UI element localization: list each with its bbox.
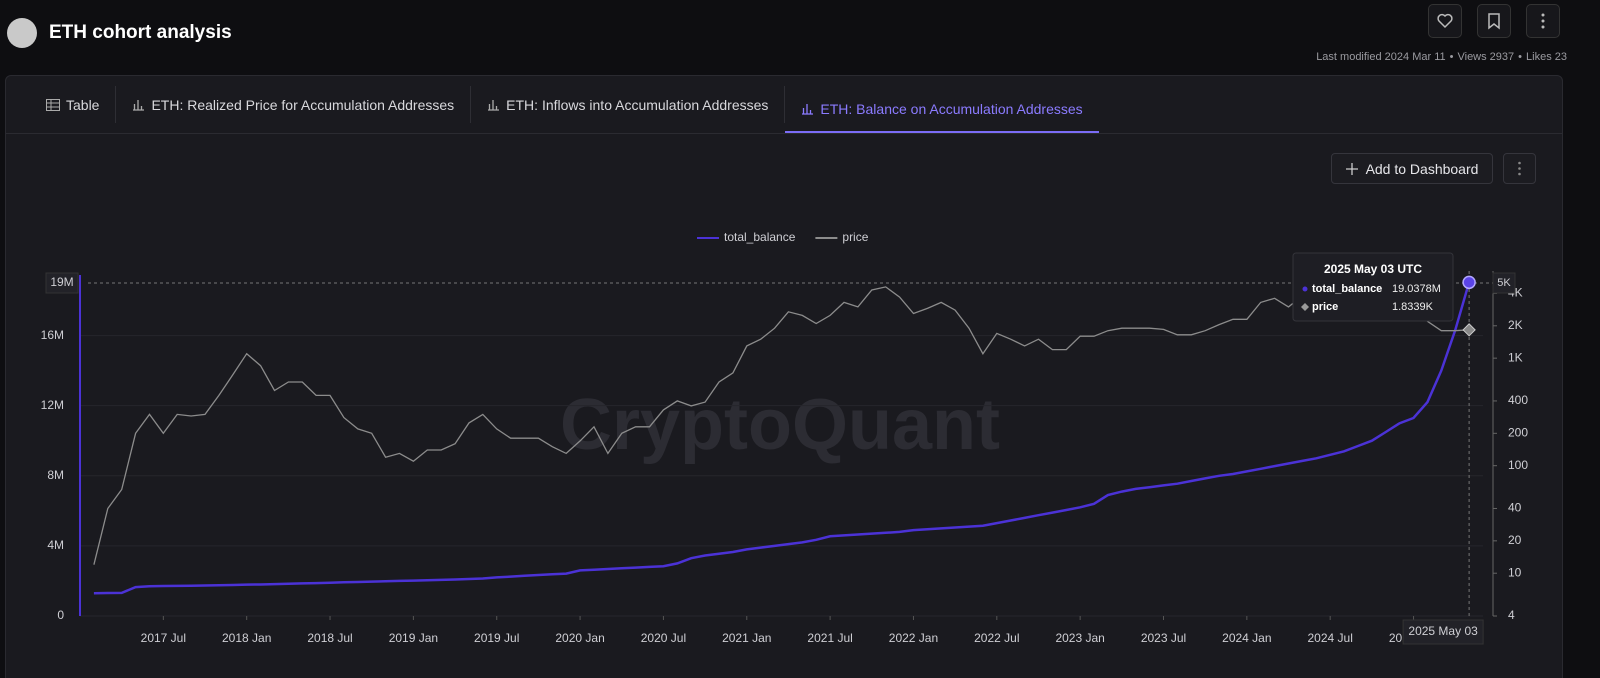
tooltip-name: price	[1312, 301, 1338, 313]
legend-label: total_balance	[724, 230, 796, 244]
crosshair-box	[1402, 619, 1484, 645]
meta: Last modified 2024 Mar 11 Views 2937 Lik…	[1316, 51, 1567, 63]
x-tick-label: 2018 Jan	[222, 631, 271, 645]
chart-icon	[802, 104, 814, 115]
crosshair-box	[45, 272, 79, 294]
bookmark-button[interactable]	[1477, 4, 1511, 38]
tooltip-value: 1.8339K	[1392, 301, 1434, 313]
tab[interactable]: ETH: Inflows into Accumulation Addresses	[471, 86, 786, 123]
x-tick-label: 2020 Jul	[641, 631, 686, 645]
y2-tick-label: 400	[1508, 393, 1528, 407]
crosshair-box	[1492, 272, 1516, 294]
meta-item: Likes 23	[1518, 51, 1567, 63]
y-tick-label: 0	[57, 608, 64, 622]
menu-button[interactable]	[1526, 4, 1560, 38]
tab[interactable]: Table	[30, 86, 117, 123]
x-tick-label: 2018 Jul	[307, 631, 352, 645]
x-tick-label: 2024 Jan	[1222, 631, 1271, 645]
tab-bar: Table ETH: Realized Price for Accumulatio…	[6, 76, 1562, 134]
panel: Table ETH: Realized Price for Accumulatio…	[5, 75, 1563, 678]
crosshair-y2-label: 5K	[1497, 277, 1511, 289]
x-tick-label: 2019 Jan	[389, 631, 438, 645]
meta-item: Views 2937	[1450, 51, 1514, 63]
y-tick-label: 4M	[47, 538, 64, 552]
tab-label: ETH: Balance on Accumulation Addresses	[820, 100, 1083, 117]
y2-tick-label: 1K	[1508, 350, 1523, 364]
add-to-dashboard-button[interactable]: Add to Dashboard	[1331, 153, 1493, 184]
like-button[interactable]	[1428, 4, 1462, 38]
y2-tick-label: 40	[1508, 501, 1522, 515]
y2-tick-label: 100	[1508, 458, 1528, 472]
tab[interactable]: ETH: Balance on Accumulation Addresses	[785, 86, 1099, 133]
chart-icon	[133, 100, 145, 111]
tooltip	[1292, 252, 1454, 322]
meta-item: Last modified 2024 Mar 11	[1316, 51, 1446, 63]
y2-tick-label: 4	[1508, 608, 1515, 622]
x-tick-label: 2017 Jul	[141, 631, 186, 645]
point	[1462, 323, 1476, 337]
chart-icon	[488, 100, 500, 111]
y2-tick-label: 10	[1508, 565, 1522, 579]
tab[interactable]: ETH: Realized Price for Accumulation Add…	[116, 86, 472, 123]
y-tick-label: 8M	[47, 468, 64, 482]
crosshair-x-label: 2025 May 03	[1408, 624, 1478, 638]
avatar	[7, 18, 37, 48]
tooltip-title: 2025 May 03 UTC	[1324, 262, 1422, 276]
x-tick-label: 2023 Jan	[1055, 631, 1104, 645]
x-tick-label: 2024 Jul	[1308, 631, 1353, 645]
tab-label: Table	[66, 96, 100, 113]
x-tick-label: 2021 Jan	[722, 631, 771, 645]
series-line	[93, 286, 1470, 565]
button-label: Add to Dashboard	[1365, 160, 1479, 177]
more-button[interactable]	[1503, 153, 1536, 184]
point	[1462, 275, 1476, 290]
tab-label: ETH: Inflows into Accumulation Addresses	[506, 96, 769, 113]
x-tick-label: 2019 Jul	[474, 631, 519, 645]
y2-tick-label: 200	[1508, 425, 1528, 439]
x-tick-label: 2023 Jul	[1141, 631, 1186, 645]
watermark: CryptoQuant	[560, 385, 1000, 465]
tooltip-value: 19.0378M	[1392, 283, 1441, 295]
tooltip-dot	[1302, 286, 1308, 292]
x-tick-label: 2021 Jul	[807, 631, 852, 645]
legend-label: price	[842, 230, 868, 244]
tooltip-dot	[1301, 303, 1309, 311]
tooltip-name: total_balance	[1312, 283, 1382, 295]
crosshair-y-label: 19M	[50, 275, 73, 289]
table-icon	[46, 98, 60, 111]
y2-tick-label: 20	[1508, 533, 1522, 547]
page-title: ETH cohort analysis	[49, 22, 232, 43]
series-line	[93, 281, 1471, 595]
y-tick-label: 12M	[41, 398, 64, 412]
header: ETH cohort analysis Last modified 2024 M…	[0, 0, 1600, 72]
plus-icon	[1345, 162, 1358, 175]
tab-label: ETH: Realized Price for Accumulation Add…	[151, 96, 455, 113]
x-tick-label: 2022 Jul	[974, 631, 1019, 645]
x-tick-label: 2022 Jan	[889, 631, 938, 645]
x-tick-label: 2020 Jan	[555, 631, 604, 645]
y-tick-label: 16M	[41, 328, 64, 342]
y2-tick-label: 2K	[1508, 318, 1523, 332]
